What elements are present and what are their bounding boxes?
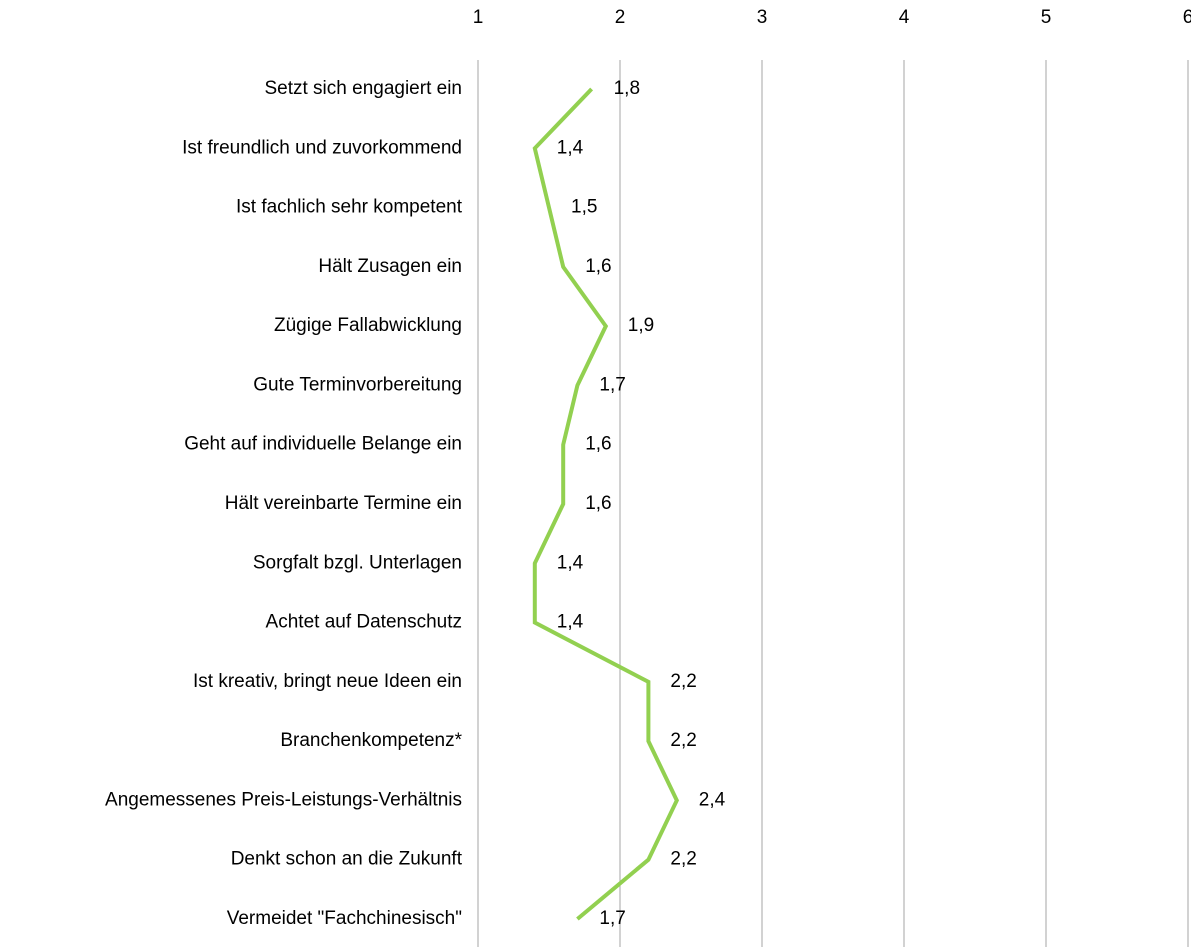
data-label: 1,4 <box>557 137 584 158</box>
category-label: Vermeidet "Fachchinesisch" <box>227 908 462 929</box>
data-label: 1,8 <box>614 78 640 99</box>
category-label: Ist freundlich und zuvorkommend <box>182 137 462 158</box>
data-label: 2,2 <box>670 849 696 870</box>
category-label: Sorgfalt bzgl. Unterlagen <box>253 552 462 573</box>
data-label: 2,4 <box>699 789 726 810</box>
category-label: Hält Zusagen ein <box>318 256 462 277</box>
x-tick-label: 6 <box>1183 7 1191 28</box>
data-label: 1,4 <box>557 552 584 573</box>
data-label: 1,9 <box>628 315 654 336</box>
category-label: Geht auf individuelle Belange ein <box>184 434 462 455</box>
category-label: Ist kreativ, bringt neue Ideen ein <box>193 671 462 692</box>
data-label: 1,5 <box>571 197 597 218</box>
category-label: Gute Terminvorbereitung <box>253 374 462 395</box>
x-tick-label: 5 <box>1041 7 1052 28</box>
category-label: Ist fachlich sehr kompetent <box>236 197 463 218</box>
category-label: Denkt schon an die Zukunft <box>231 849 463 870</box>
data-label: 2,2 <box>670 671 696 692</box>
x-tick-label: 2 <box>615 7 626 28</box>
data-label: 1,7 <box>599 908 625 929</box>
x-tick-label: 3 <box>757 7 768 28</box>
data-line <box>532 87 680 921</box>
data-label: 1,6 <box>585 256 611 277</box>
category-label: Angemessenes Preis-Leistungs-Verhältnis <box>105 789 462 810</box>
x-tick-label: 1 <box>473 7 484 28</box>
data-label: 1,6 <box>585 493 611 514</box>
category-label: Zügige Fallabwicklung <box>274 315 462 336</box>
x-tick-label: 4 <box>899 7 910 28</box>
data-label: 1,6 <box>585 434 611 455</box>
data-label: 2,2 <box>670 730 696 751</box>
data-label: 1,4 <box>557 612 584 633</box>
category-label: Setzt sich engagiert ein <box>264 78 462 99</box>
data-label: 1,7 <box>599 374 625 395</box>
category-label: Branchenkompetenz* <box>280 730 462 751</box>
category-label: Achtet auf Datenschutz <box>266 612 462 633</box>
category-label: Hält vereinbarte Termine ein <box>225 493 462 514</box>
